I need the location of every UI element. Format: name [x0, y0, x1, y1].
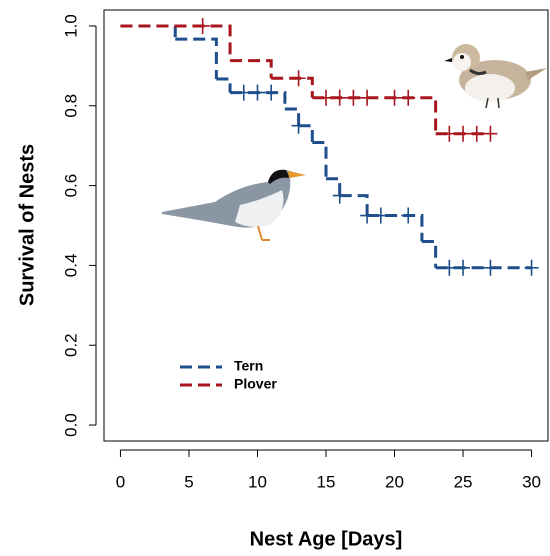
- y-tick-label: 0.6: [61, 174, 80, 198]
- censor-mark: [483, 125, 498, 142]
- censor-mark: [401, 89, 416, 106]
- survival-step: [120, 24, 232, 61]
- censor-mark: [456, 125, 471, 142]
- x-tick-label: 30: [522, 472, 541, 491]
- y-tick-label: 1.0: [61, 14, 80, 38]
- y-tick-label: 0.2: [61, 333, 80, 357]
- x-axis-label: Nest Age [Days]: [250, 528, 403, 550]
- survival-step: [367, 214, 424, 242]
- x-tick-label: 5: [184, 472, 193, 491]
- y-axis-label: Survival of Nests: [16, 144, 38, 306]
- survival-step: [175, 37, 218, 80]
- censor-mark: [332, 187, 347, 204]
- legend-label: Tern: [234, 358, 263, 374]
- x-tick-label: 10: [248, 472, 267, 491]
- censor-mark: [524, 259, 539, 276]
- censor-mark: [332, 89, 347, 106]
- censor-mark: [264, 84, 279, 101]
- y-tick-label: 0.4: [61, 254, 80, 278]
- x-tick-label: 0: [116, 472, 125, 491]
- survival-step: [339, 194, 369, 216]
- survival-step: [326, 177, 342, 196]
- censor-mark: [360, 89, 375, 106]
- plover-illustration: [444, 44, 547, 109]
- censor-mark: [373, 207, 388, 224]
- censor-mark: [483, 259, 498, 276]
- y-tick-label: 0.0: [61, 413, 80, 437]
- legend-label: Plover: [234, 376, 277, 392]
- survival-step: [230, 59, 273, 79]
- censor-mark: [360, 207, 375, 224]
- survival-step: [298, 124, 314, 143]
- censor-mark: [291, 70, 306, 87]
- plot-frame: [103, 9, 549, 442]
- survival-step: [421, 239, 438, 268]
- survival-step: [216, 77, 232, 93]
- survival-step: [120, 24, 177, 40]
- x-tick-label: 25: [454, 472, 473, 491]
- survival-step: [284, 107, 301, 126]
- survival-step: [312, 96, 438, 134]
- censor-mark: [250, 84, 265, 101]
- censor-mark: [346, 89, 361, 106]
- censor-mark: [401, 207, 416, 224]
- censor-mark: [387, 89, 402, 106]
- censor-mark: [469, 125, 484, 142]
- censor-mark: [319, 89, 333, 106]
- censor-mark: [456, 259, 471, 276]
- survival-step: [312, 140, 328, 179]
- x-tick-label: 15: [317, 472, 336, 491]
- censor-mark: [195, 17, 210, 34]
- tern-illustration: [162, 169, 306, 241]
- survival-step: [271, 76, 314, 98]
- censor-mark: [442, 259, 457, 276]
- y-tick-label: 0.8: [61, 94, 80, 118]
- censor-mark: [442, 125, 457, 142]
- censor-mark: [291, 117, 306, 134]
- censor-mark: [236, 84, 251, 101]
- x-tick-label: 20: [385, 472, 404, 491]
